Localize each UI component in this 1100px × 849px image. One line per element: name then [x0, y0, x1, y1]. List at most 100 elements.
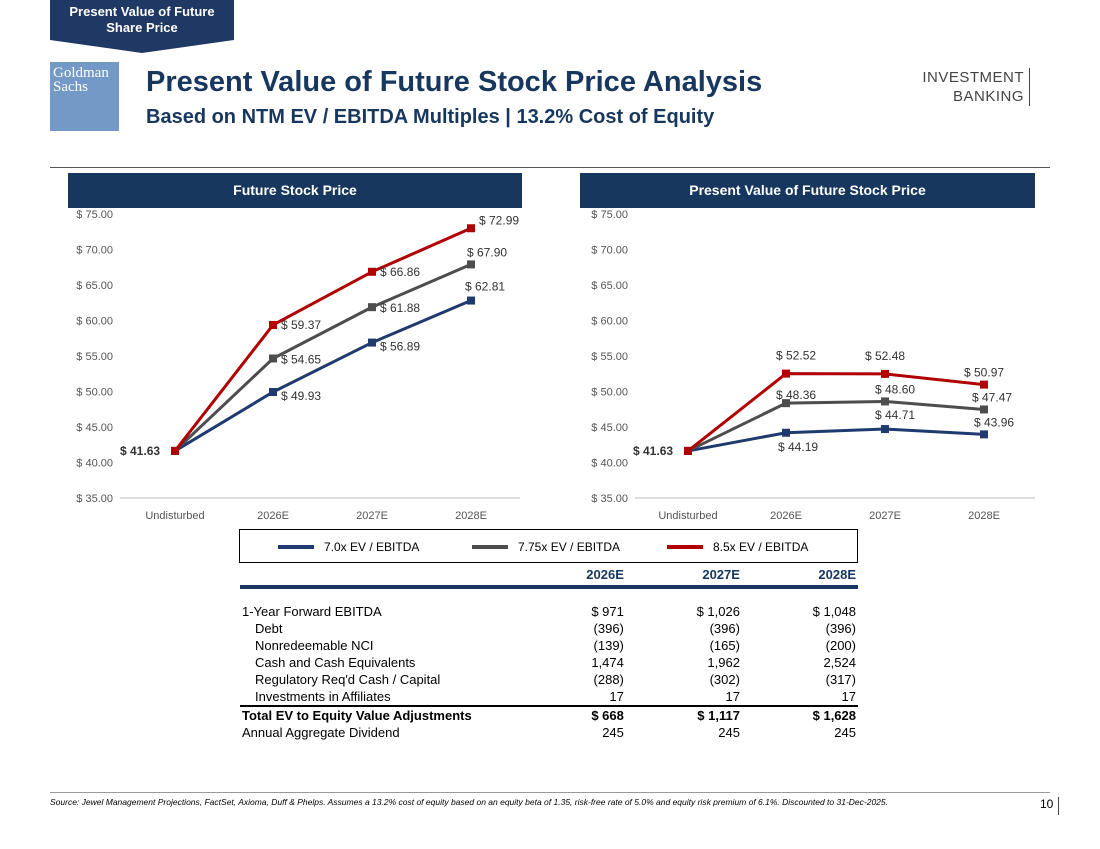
data-label: $ 61.88: [380, 301, 420, 315]
row-label: Annual Aggregate Dividend: [242, 725, 400, 740]
cell-value: (139): [593, 638, 624, 653]
legend-label: 7.0x EV / EBITDA: [324, 540, 420, 554]
legend-label: 8.5x EV / EBITDA: [713, 540, 809, 554]
y-tick-label: $ 65.00: [591, 280, 628, 292]
cell-value: 245: [602, 725, 624, 740]
series-line: [687, 372, 985, 453]
division-label: INVESTMENT BANKING: [922, 68, 1030, 106]
data-label: $ 43.96: [974, 415, 1014, 429]
y-tick-label: $ 35.00: [591, 493, 628, 505]
y-tick-label: $ 45.00: [591, 422, 628, 434]
data-label: $ 52.48: [865, 349, 905, 363]
cell-value: (396): [593, 621, 624, 636]
section-tab-arrow: [50, 40, 234, 53]
header-divider: [50, 167, 1050, 168]
y-tick-label: $ 55.00: [76, 351, 113, 363]
table-row: Regulatory Req'd Cash / Capital (288) (302…: [240, 671, 858, 688]
row-label: Investments in Affiliates: [255, 689, 391, 704]
data-point: [269, 354, 277, 363]
data-point: [368, 267, 376, 276]
data-label: $ 49.93: [281, 389, 321, 403]
legend-swatch: [667, 545, 703, 549]
row-label: Regulatory Req'd Cash / Capital: [255, 672, 441, 687]
x-tick-label: 2026E: [257, 510, 289, 522]
cell-value: $ 971: [591, 604, 624, 619]
cell-value: (302): [709, 672, 740, 687]
data-label: $ 66.86: [380, 265, 420, 279]
cell-value: (396): [709, 621, 740, 636]
division-line2: BANKING: [952, 88, 1024, 105]
data-label: $ 52.52: [776, 349, 816, 363]
ev-to-equity-table: 2026E 2027E 2028E 1-Year Forward EBITDA $…: [240, 565, 858, 741]
y-tick-label: $ 45.00: [76, 422, 113, 434]
data-label: $ 72.99: [479, 213, 519, 227]
cell-value: 1,474: [591, 655, 624, 670]
y-tick-label: $ 40.00: [76, 458, 113, 470]
data-point: [368, 303, 376, 312]
table-row: Nonredeemable NCI (139) (165) (200): [240, 637, 858, 654]
x-tick-label: 2028E: [968, 510, 1000, 522]
data-label: $ 41.63: [120, 444, 160, 458]
cell-value: 1,962: [707, 655, 740, 670]
cell-value: 17: [725, 689, 740, 704]
cell-value: $ 1,628: [741, 705, 858, 724]
cell-value: 245: [718, 725, 740, 740]
cell-value: (396): [825, 621, 856, 636]
data-point: [881, 369, 889, 378]
data-label: $ 67.90: [467, 245, 507, 259]
table-row: Debt (396) (396) (396): [240, 620, 858, 637]
data-label: $ 50.97: [964, 366, 1004, 380]
column-header: 2027E: [625, 565, 742, 589]
column-header: 2028E: [741, 565, 858, 589]
legend-label: 7.75x EV / EBITDA: [518, 540, 621, 554]
series-line: [173, 263, 472, 453]
data-label: $ 62.81: [465, 280, 505, 294]
data-point: [269, 320, 277, 329]
page-subtitle: Based on NTM EV / EBITDA Multiples | 13.…: [146, 106, 715, 128]
future-stock-price-chart: $ 35.00 $ 40.00 $ 45.00 $ 50.00 $ 55.00 $ 60.…: [76, 209, 520, 522]
x-tick-label: Undisturbed: [658, 510, 717, 522]
data-point: [782, 399, 790, 408]
x-tick-label: 2027E: [869, 510, 901, 522]
chart-title-pv: Present Value of Future Stock Price: [580, 173, 1035, 208]
cell-value: 2,524: [823, 655, 856, 670]
source-note: Source: Jewel Management Projections, Fa…: [50, 797, 888, 807]
x-tick-label: Undisturbed: [145, 510, 204, 522]
cell-value: $ 668: [524, 705, 626, 724]
series-line: [174, 299, 472, 453]
cell-value: (165): [709, 638, 740, 653]
data-point: [467, 260, 475, 269]
legend-swatch: [278, 545, 314, 549]
data-label: $ 48.60: [875, 382, 915, 396]
cell-value: (317): [825, 672, 856, 687]
row-label: Debt: [255, 621, 283, 636]
footer-divider: [50, 792, 1050, 793]
data-point: [782, 428, 790, 437]
row-label: Nonredeemable NCI: [255, 638, 374, 653]
data-point: [980, 405, 988, 414]
pv-future-stock-price-chart: $ 35.00 $ 40.00 $ 45.00 $ 50.00 $ 55.00 $ 60.…: [591, 209, 1035, 522]
legend-item-7.75x: 7.75x EV / EBITDA: [472, 540, 620, 554]
cell-value: $ 1,026: [696, 604, 740, 619]
data-label: $ 54.65: [281, 352, 321, 366]
x-tick-label: 2026E: [770, 510, 802, 522]
series-line: [687, 427, 985, 453]
data-point: [684, 446, 692, 455]
y-tick-label: $ 70.00: [591, 245, 628, 257]
chart-title-future: Future Stock Price: [68, 173, 522, 208]
y-tick-label: $ 75.00: [591, 209, 628, 221]
data-point: [467, 224, 475, 233]
data-point: [881, 397, 889, 406]
data-point: [269, 387, 277, 396]
row-label: Total EV to Equity Value Adjustments: [240, 705, 524, 724]
series-line: [687, 399, 985, 453]
y-tick-label: $ 50.00: [591, 387, 628, 399]
data-point: [782, 369, 790, 378]
page-title: Present Value of Future Stock Price Anal…: [146, 66, 763, 98]
y-tick-label: $ 55.00: [591, 351, 628, 363]
table-header: 2026E 2027E 2028E: [240, 565, 858, 589]
row-label: Cash and Cash Equivalents: [255, 655, 416, 670]
data-point: [368, 338, 376, 347]
x-tick-label: 2028E: [455, 510, 487, 522]
